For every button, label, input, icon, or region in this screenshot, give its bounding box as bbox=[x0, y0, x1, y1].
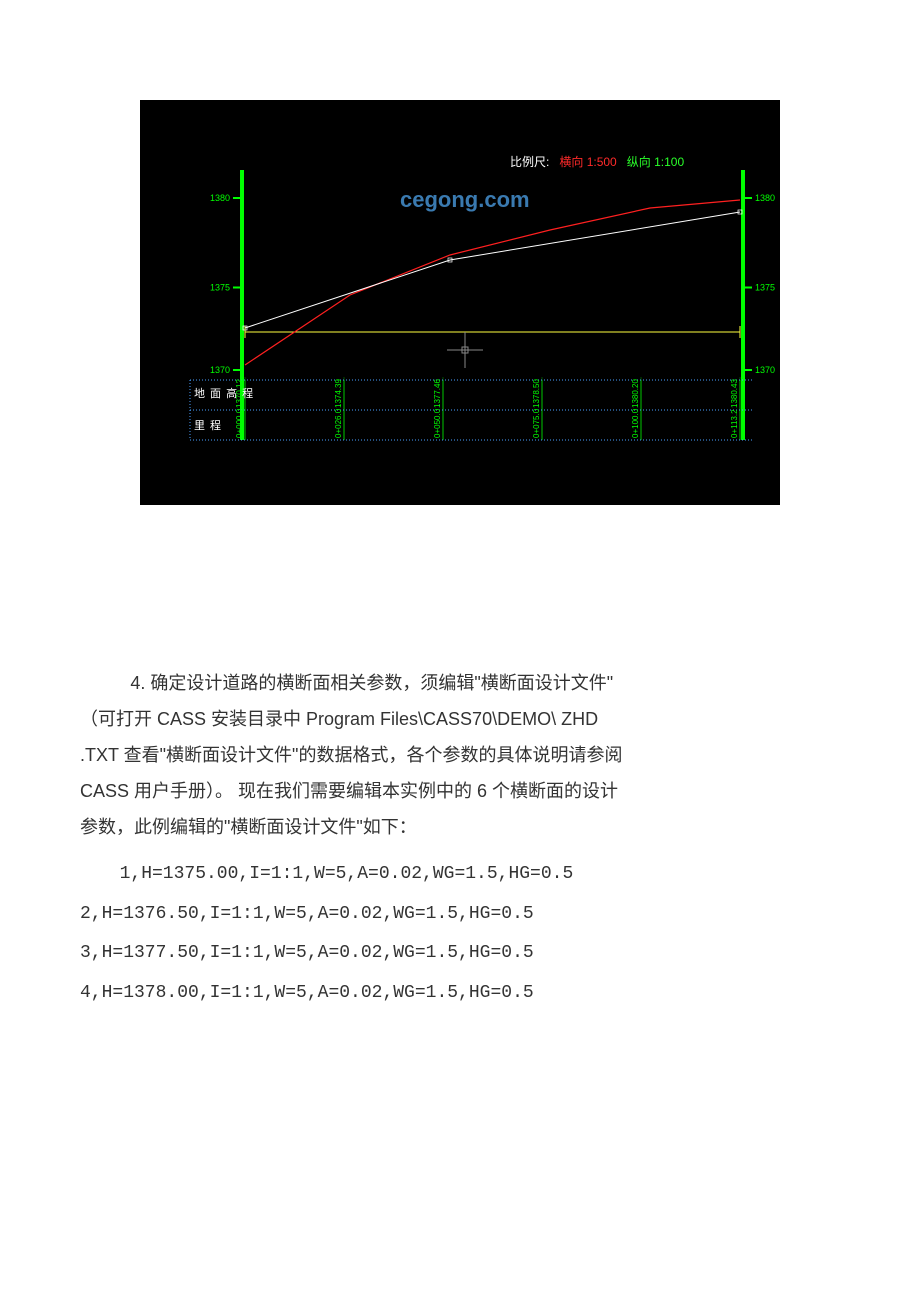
code-line: 1,H=1375.00,I=1:1,W=5,A=0.02,WG=1.5,HG=0… bbox=[80, 855, 840, 895]
scale-horizontal: 横向 1:500 bbox=[559, 155, 616, 169]
para-line: （可打开 CASS 安装目录中 Program Files\CASS70\DEM… bbox=[80, 701, 840, 737]
svg-text:0+100.0: 0+100.0 bbox=[631, 408, 640, 438]
para-line: 参数，此例编辑的"横断面设计文件"如下： bbox=[80, 809, 840, 845]
svg-text:0+026.0: 0+026.0 bbox=[334, 408, 343, 438]
svg-text:1380: 1380 bbox=[210, 193, 230, 203]
svg-text:里 程: 里 程 bbox=[194, 419, 222, 432]
svg-text:0+075.0: 0+075.0 bbox=[532, 408, 541, 438]
scale-label: 比例尺: 横向 1:500 纵向 1:100 bbox=[510, 150, 684, 174]
svg-text:地 面 高 程: 地 面 高 程 bbox=[194, 386, 254, 400]
scale-prefix: 比例尺: bbox=[510, 155, 549, 169]
scale-vertical: 纵向 1:100 bbox=[627, 155, 684, 169]
code-line: 3,H=1377.50,I=1:1,W=5,A=0.02,WG=1.5,HG=0… bbox=[80, 934, 840, 974]
svg-text:1370: 1370 bbox=[755, 365, 775, 375]
svg-text:1380.20: 1380.20 bbox=[631, 379, 640, 408]
code-line: 2,H=1376.50,I=1:1,W=5,A=0.02,WG=1.5,HG=0… bbox=[80, 895, 840, 935]
svg-text:1377.46: 1377.46 bbox=[433, 379, 442, 408]
svg-text:1370.12: 1370.12 bbox=[235, 379, 244, 408]
code-line: 4,H=1378.00,I=1:1,W=5,A=0.02,WG=1.5,HG=0… bbox=[80, 974, 840, 1014]
svg-text:1374.39: 1374.39 bbox=[334, 379, 343, 408]
svg-text:1375: 1375 bbox=[210, 283, 230, 293]
svg-text:1375: 1375 bbox=[755, 283, 775, 293]
svg-text:0+000.0: 0+000.0 bbox=[235, 408, 244, 438]
svg-text:0+050.0: 0+050.0 bbox=[433, 408, 442, 438]
para-line: .TXT 查看"横断面设计文件"的数据格式，各个参数的具体说明请参阅 bbox=[80, 737, 840, 773]
svg-text:1380: 1380 bbox=[755, 193, 775, 203]
svg-text:1378.50: 1378.50 bbox=[532, 379, 541, 408]
svg-text:1380.43: 1380.43 bbox=[730, 379, 739, 408]
body-text: 4. 确定设计道路的横断面相关参数，须编辑"横断面设计文件" （可打开 CASS… bbox=[80, 665, 840, 1013]
svg-text:0+113.2: 0+113.2 bbox=[730, 409, 739, 438]
para-line: 4. 确定设计道路的横断面相关参数，须编辑"横断面设计文件" bbox=[80, 665, 840, 701]
para-line: CASS 用户手册）。 现在我们需要编辑本实例中的 6 个横断面的设计 bbox=[80, 773, 840, 809]
svg-text:1370: 1370 bbox=[210, 365, 230, 375]
watermark: cegong.com bbox=[400, 178, 530, 222]
profile-chart: 1380 1380 1375 1375 1370 1370 地 面 高 程里 程 1370.1… bbox=[140, 100, 780, 505]
code-block: 1,H=1375.00,I=1:1,W=5,A=0.02,WG=1.5,HG=0… bbox=[80, 855, 840, 1013]
